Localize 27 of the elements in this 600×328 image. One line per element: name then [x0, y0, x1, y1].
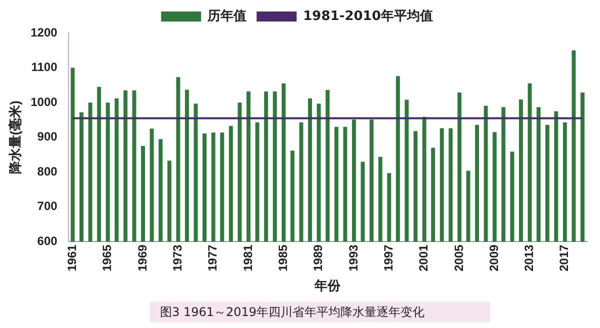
legend-label: 历年值 [206, 8, 247, 24]
x-tick-label: 1993 [346, 244, 360, 272]
x-tick-label: 1989 [311, 244, 326, 272]
y-tick-label: 1200 [30, 25, 58, 40]
x-tick-label: 1961 [65, 244, 80, 272]
x-tick-label: 1973 [170, 244, 184, 272]
x-tick-label: 2013 [522, 244, 536, 272]
y-tick-label: 1000 [30, 94, 58, 109]
x-tick-label: 1981 [240, 244, 255, 272]
x-tick-label: 1985 [276, 244, 290, 272]
y-tick-label: 600 [37, 234, 58, 248]
x-tick-label: 2009 [486, 244, 501, 272]
y-tick-label: 800 [37, 164, 58, 178]
legend-label: 1981-2010年平均值 [303, 8, 433, 24]
y-axis-title: 降水量(毫米) [7, 100, 22, 174]
x-tick-label: 2005 [452, 244, 466, 272]
text: 图3 1961～2019年四川省年平均降水量逐年变化 [150, 302, 490, 322]
y-tick-label: 700 [37, 199, 58, 214]
x-tick-label: 1977 [206, 244, 220, 272]
x-axis-title: 年份 [314, 278, 342, 293]
x-tick-label: 1997 [381, 244, 396, 272]
x-tick-label: 2017 [557, 244, 572, 272]
y-tick-label: 1100 [31, 60, 58, 74]
x-tick-label: 1969 [135, 244, 150, 272]
x-tick-label: 2001 [416, 244, 431, 272]
x-tick-label: 1965 [100, 244, 114, 272]
y-tick-label: 900 [37, 130, 58, 144]
